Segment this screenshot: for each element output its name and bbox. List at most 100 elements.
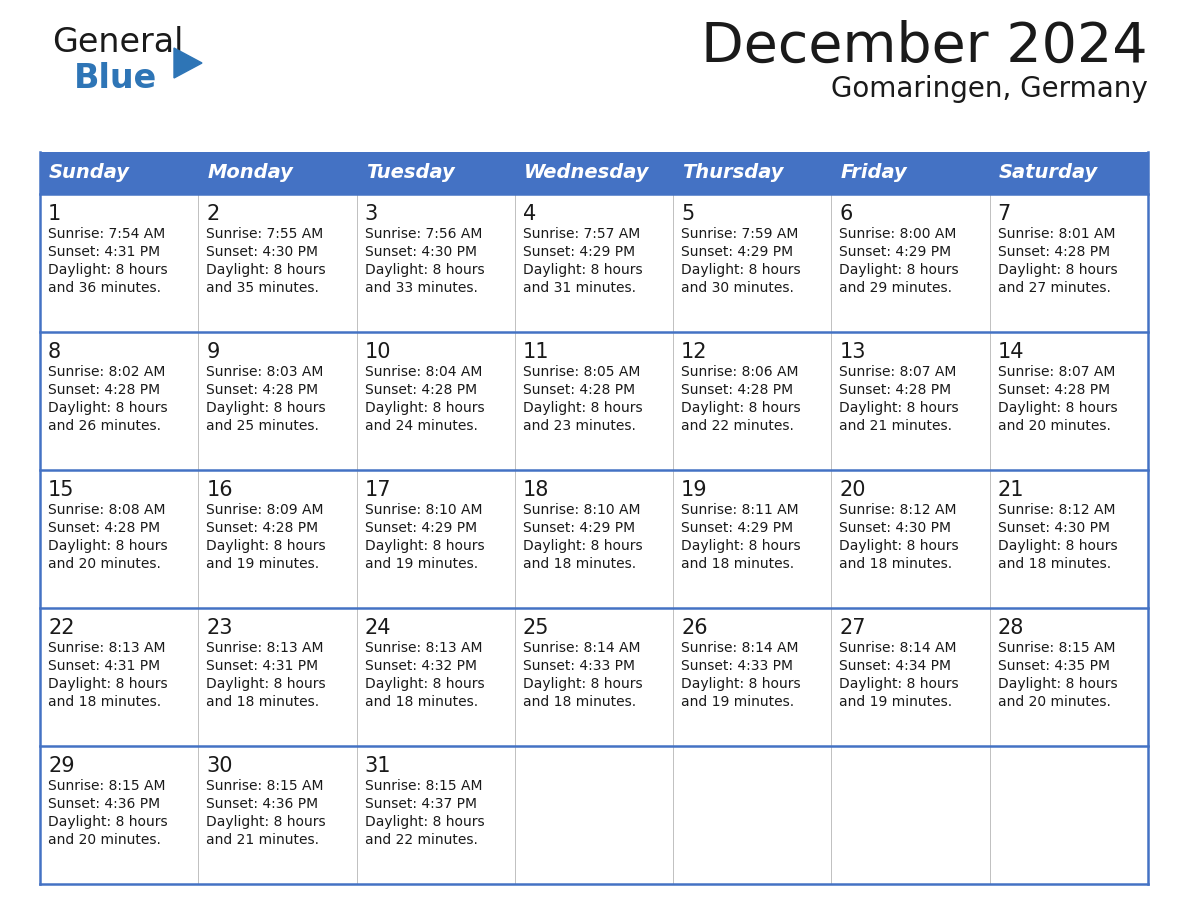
Text: and 19 minutes.: and 19 minutes. [840,695,953,709]
Text: 22: 22 [48,618,75,638]
Text: Daylight: 8 hours: Daylight: 8 hours [840,401,959,415]
Text: Sunset: 4:37 PM: Sunset: 4:37 PM [365,797,476,811]
Text: Daylight: 8 hours: Daylight: 8 hours [48,263,168,277]
Text: Sunrise: 8:10 AM: Sunrise: 8:10 AM [365,503,482,517]
Text: and 18 minutes.: and 18 minutes. [207,695,320,709]
Text: Sunset: 4:28 PM: Sunset: 4:28 PM [840,383,952,397]
Text: and 23 minutes.: and 23 minutes. [523,419,636,433]
Text: Daylight: 8 hours: Daylight: 8 hours [998,263,1118,277]
Text: and 18 minutes.: and 18 minutes. [998,557,1111,571]
Text: and 18 minutes.: and 18 minutes. [48,695,162,709]
Text: Daylight: 8 hours: Daylight: 8 hours [365,263,485,277]
Text: Sunset: 4:28 PM: Sunset: 4:28 PM [48,521,160,535]
Text: Daylight: 8 hours: Daylight: 8 hours [840,539,959,553]
Text: Sunrise: 7:57 AM: Sunrise: 7:57 AM [523,227,640,241]
Text: and 36 minutes.: and 36 minutes. [48,281,162,295]
Text: Daylight: 8 hours: Daylight: 8 hours [998,677,1118,691]
Text: and 26 minutes.: and 26 minutes. [48,419,162,433]
Text: 19: 19 [681,480,708,500]
Bar [40,746,1148,884]
Text: Thursday: Thursday [682,163,784,183]
Text: Sunrise: 8:14 AM: Sunrise: 8:14 AM [840,641,956,655]
Text: Sunset: 4:28 PM: Sunset: 4:28 PM [48,383,160,397]
Bar [40,470,1148,608]
Text: Wednesday: Wednesday [524,163,650,183]
Text: 3: 3 [365,204,378,224]
Text: Sunset: 4:35 PM: Sunset: 4:35 PM [998,659,1110,673]
Text: Sunset: 4:29 PM: Sunset: 4:29 PM [681,245,794,259]
Text: Sunrise: 8:14 AM: Sunrise: 8:14 AM [681,641,798,655]
Text: Sunrise: 8:10 AM: Sunrise: 8:10 AM [523,503,640,517]
Bar [40,194,1148,332]
Text: and 22 minutes.: and 22 minutes. [365,833,478,847]
Text: Sunrise: 8:09 AM: Sunrise: 8:09 AM [207,503,324,517]
Text: 13: 13 [840,342,866,362]
Text: and 19 minutes.: and 19 minutes. [681,695,795,709]
Text: Daylight: 8 hours: Daylight: 8 hours [681,263,801,277]
Text: and 31 minutes.: and 31 minutes. [523,281,636,295]
Bar [40,332,1148,470]
Text: 21: 21 [998,480,1024,500]
Text: 30: 30 [207,756,233,776]
Text: 12: 12 [681,342,708,362]
Text: Daylight: 8 hours: Daylight: 8 hours [207,263,326,277]
Text: Sunrise: 8:06 AM: Sunrise: 8:06 AM [681,365,798,379]
Text: Sunrise: 8:01 AM: Sunrise: 8:01 AM [998,227,1116,241]
Text: Sunset: 4:36 PM: Sunset: 4:36 PM [48,797,160,811]
Text: Sunrise: 8:03 AM: Sunrise: 8:03 AM [207,365,323,379]
Text: and 33 minutes.: and 33 minutes. [365,281,478,295]
Text: and 20 minutes.: and 20 minutes. [48,557,160,571]
Text: Sunrise: 8:00 AM: Sunrise: 8:00 AM [840,227,956,241]
Text: and 21 minutes.: and 21 minutes. [840,419,953,433]
Text: Sunset: 4:31 PM: Sunset: 4:31 PM [48,659,160,673]
Text: Daylight: 8 hours: Daylight: 8 hours [840,263,959,277]
Text: Friday: Friday [840,163,908,183]
Text: and 18 minutes.: and 18 minutes. [365,695,478,709]
Text: 5: 5 [681,204,695,224]
Text: Sunrise: 8:15 AM: Sunrise: 8:15 AM [48,779,165,793]
Text: Sunset: 4:28 PM: Sunset: 4:28 PM [207,383,318,397]
Text: Daylight: 8 hours: Daylight: 8 hours [681,539,801,553]
Text: Sunset: 4:31 PM: Sunset: 4:31 PM [207,659,318,673]
Text: Sunrise: 7:56 AM: Sunrise: 7:56 AM [365,227,482,241]
Text: 23: 23 [207,618,233,638]
Text: Daylight: 8 hours: Daylight: 8 hours [207,401,326,415]
Text: Sunday: Sunday [49,163,129,183]
Text: Sunset: 4:30 PM: Sunset: 4:30 PM [207,245,318,259]
Text: Sunrise: 8:11 AM: Sunrise: 8:11 AM [681,503,798,517]
Text: Daylight: 8 hours: Daylight: 8 hours [681,401,801,415]
Text: General: General [52,26,183,59]
Text: Sunset: 4:29 PM: Sunset: 4:29 PM [681,521,794,535]
Text: Sunrise: 8:15 AM: Sunrise: 8:15 AM [207,779,324,793]
Text: and 19 minutes.: and 19 minutes. [365,557,478,571]
Text: Sunset: 4:29 PM: Sunset: 4:29 PM [365,521,476,535]
Text: Daylight: 8 hours: Daylight: 8 hours [365,539,485,553]
Text: Daylight: 8 hours: Daylight: 8 hours [998,401,1118,415]
Text: 8: 8 [48,342,61,362]
Text: Sunrise: 8:05 AM: Sunrise: 8:05 AM [523,365,640,379]
Text: Daylight: 8 hours: Daylight: 8 hours [523,539,643,553]
Text: Daylight: 8 hours: Daylight: 8 hours [998,539,1118,553]
Text: and 27 minutes.: and 27 minutes. [998,281,1111,295]
Text: 26: 26 [681,618,708,638]
Text: Sunrise: 7:59 AM: Sunrise: 7:59 AM [681,227,798,241]
Text: and 24 minutes.: and 24 minutes. [365,419,478,433]
Text: 29: 29 [48,756,75,776]
Text: 6: 6 [840,204,853,224]
Text: Daylight: 8 hours: Daylight: 8 hours [365,401,485,415]
Text: Sunset: 4:30 PM: Sunset: 4:30 PM [365,245,476,259]
Text: and 20 minutes.: and 20 minutes. [48,833,160,847]
Text: 28: 28 [998,618,1024,638]
Text: 18: 18 [523,480,549,500]
Text: Daylight: 8 hours: Daylight: 8 hours [207,677,326,691]
Text: Sunrise: 8:07 AM: Sunrise: 8:07 AM [998,365,1116,379]
Text: Daylight: 8 hours: Daylight: 8 hours [48,401,168,415]
Text: December 2024: December 2024 [701,20,1148,74]
Text: 25: 25 [523,618,549,638]
Text: Daylight: 8 hours: Daylight: 8 hours [365,815,485,829]
Text: Sunset: 4:28 PM: Sunset: 4:28 PM [207,521,318,535]
Text: Sunrise: 7:54 AM: Sunrise: 7:54 AM [48,227,165,241]
Text: and 30 minutes.: and 30 minutes. [681,281,794,295]
Text: Sunset: 4:31 PM: Sunset: 4:31 PM [48,245,160,259]
Text: and 18 minutes.: and 18 minutes. [523,557,636,571]
